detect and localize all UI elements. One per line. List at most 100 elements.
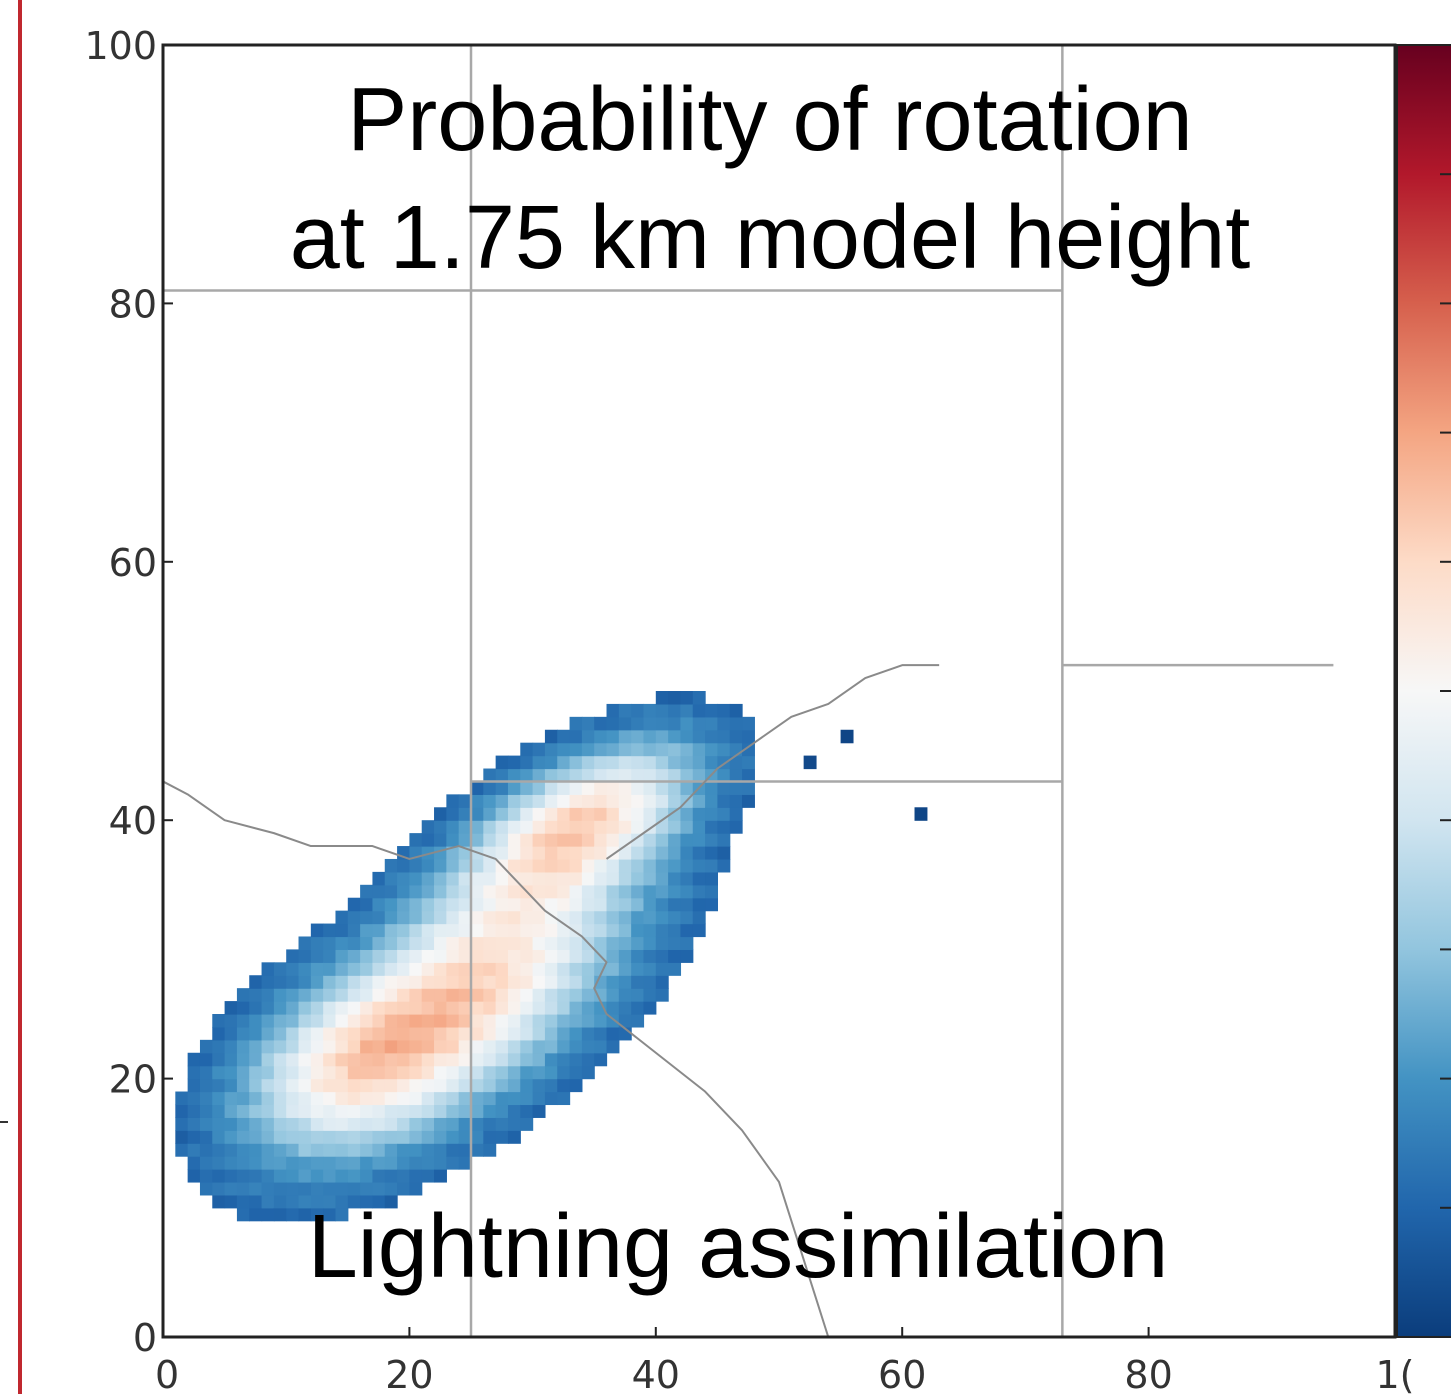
heatmap-cell — [446, 1130, 460, 1144]
heatmap-cell — [212, 1130, 226, 1144]
heatmap-cell — [606, 820, 620, 834]
heatmap-cell — [544, 871, 558, 886]
heatmap-cell — [643, 768, 657, 783]
heatmap-cell — [261, 1156, 275, 1170]
heatmap-cell — [495, 1014, 509, 1028]
heatmap-cell — [471, 1117, 484, 1131]
heatmap-cell — [569, 1001, 583, 1015]
heatmap-cell — [483, 1065, 497, 1080]
heatmap-cell — [655, 962, 669, 976]
heatmap-cell — [557, 1001, 571, 1015]
heatmap-cell — [618, 884, 632, 899]
heatmap-cell — [520, 755, 534, 770]
heatmap-cell — [557, 794, 571, 808]
heatmap-cell — [446, 962, 460, 976]
heatmap-cell — [668, 910, 682, 925]
heatmap-cell — [557, 1065, 571, 1080]
heatmap-cell — [335, 1001, 349, 1015]
heatmap-cell — [273, 1104, 287, 1118]
heatmap-cell — [643, 975, 657, 989]
heatmap-cell — [409, 1078, 423, 1093]
heatmap-cell — [298, 1181, 312, 1196]
heatmap-cell — [742, 794, 755, 808]
heatmap-cell — [446, 833, 460, 847]
heatmap-cell — [409, 1181, 423, 1196]
y-tick-label: 60 — [109, 541, 157, 585]
heatmap-cell — [434, 807, 447, 821]
heatmap-cell — [372, 975, 386, 989]
heatmap-cell — [249, 1194, 263, 1209]
heatmap-cell — [557, 988, 571, 1002]
heatmap-cell — [581, 716, 595, 731]
heatmap-cell — [569, 1014, 583, 1028]
heatmap-cell — [569, 975, 583, 989]
heatmap-cell — [557, 1091, 571, 1106]
heatmap-cell — [668, 846, 682, 860]
heatmap-cell — [544, 923, 558, 938]
heatmap-cell — [606, 871, 620, 886]
heatmap-cell — [495, 1091, 509, 1106]
heatmap-cell — [434, 936, 447, 950]
heatmap-cell — [372, 1065, 386, 1080]
heatmap-cell — [458, 949, 472, 963]
heatmap-cell — [372, 1091, 386, 1106]
heatmap-cell — [187, 1130, 201, 1144]
heatmap-cell — [409, 975, 423, 989]
heatmap-cell — [409, 1117, 423, 1131]
heatmap-cell — [544, 897, 558, 912]
heatmap-cell — [224, 1181, 238, 1196]
heatmap-cell — [532, 910, 546, 925]
heatmap-cell — [729, 755, 743, 770]
heatmap-cell — [409, 884, 423, 899]
heatmap-cell — [483, 910, 497, 925]
heatmap-cell — [655, 846, 669, 860]
heatmap-cell — [544, 768, 558, 783]
heatmap-cell — [273, 1026, 287, 1041]
heatmap-cell — [261, 975, 275, 989]
heatmap-cell — [557, 1026, 571, 1041]
heatmap-cell — [557, 846, 571, 860]
heatmap-cell — [323, 1181, 337, 1196]
heatmap-cell — [236, 1156, 250, 1170]
heatmap-cell — [434, 962, 447, 976]
heatmap-cell — [397, 1130, 410, 1144]
heatmap-cell — [323, 949, 337, 963]
heatmap-cell — [446, 923, 460, 938]
heatmap-cell — [594, 768, 608, 783]
heatmap-cell — [618, 716, 632, 731]
heatmap-cell — [631, 807, 645, 821]
heatmap-cell — [273, 1194, 287, 1209]
heatmap-cell — [335, 1065, 349, 1080]
heatmap-cell — [421, 1026, 435, 1041]
heatmap-cell — [680, 729, 694, 744]
heatmap-cell — [729, 703, 743, 718]
heatmap-cell — [471, 988, 484, 1002]
heatmap-cell — [298, 1169, 312, 1183]
heatmap-cell — [705, 794, 718, 808]
heatmap-cell — [606, 729, 620, 744]
heatmap-cell — [594, 1014, 608, 1028]
heatmap-cell — [532, 781, 546, 795]
heatmap-cell — [249, 1026, 263, 1041]
heatmap-cell — [705, 820, 718, 834]
heatmap-cell — [557, 936, 571, 950]
heatmap-cell — [372, 1026, 386, 1041]
heatmap-cell — [507, 1065, 521, 1080]
heatmap-cell — [606, 975, 620, 989]
heatmap-cell — [631, 936, 645, 950]
heatmap-cell — [532, 1104, 546, 1118]
heatmap-cell — [458, 1039, 472, 1054]
heatmap-cell — [310, 1130, 324, 1144]
heatmap-cell — [446, 807, 460, 821]
heatmap-cell — [705, 807, 718, 821]
heatmap-cell — [273, 975, 287, 989]
heatmap-cell — [199, 1130, 213, 1144]
heatmap-cell — [458, 820, 472, 834]
heatmap-cell — [212, 1091, 226, 1106]
heatmap-cell — [569, 897, 583, 912]
heatmap-cell — [212, 1052, 226, 1067]
heatmap-cell — [372, 1001, 386, 1015]
heatmap-cell — [286, 1091, 300, 1106]
x-tick-label: 80 — [1124, 1353, 1172, 1394]
heatmap-cell — [483, 962, 497, 976]
